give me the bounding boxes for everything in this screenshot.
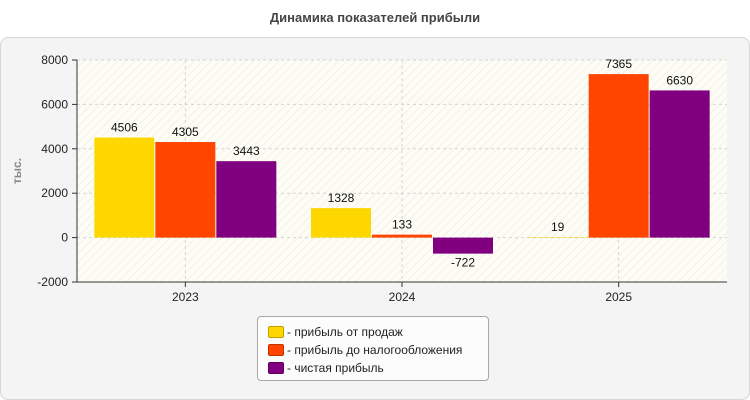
bar: [372, 234, 432, 238]
legend-swatch: [268, 344, 284, 356]
bar: [527, 237, 588, 238]
bar: [311, 208, 371, 238]
y-tick-label: -2000: [37, 275, 68, 289]
y-tick-label: 8000: [41, 53, 68, 67]
bar: [94, 137, 155, 238]
x-tick-label: 2025: [605, 290, 632, 304]
data-label: 3443: [233, 144, 260, 158]
x-tick-label: 2023: [172, 290, 199, 304]
data-label: -722: [451, 256, 475, 270]
data-label: 4506: [111, 121, 138, 135]
y-tick-label: 6000: [41, 97, 68, 111]
y-axis-label: тыс.: [10, 158, 24, 184]
legend-swatch: [268, 326, 284, 338]
data-label: 1328: [328, 191, 355, 205]
x-tick-label: 2024: [389, 290, 416, 304]
bar: [649, 90, 710, 238]
legend-label: - прибыль от продаж: [287, 325, 403, 339]
data-label: 4305: [172, 125, 199, 139]
chart-legend: - прибыль от продаж - прибыль до налогооб…: [257, 316, 489, 381]
legend-label: - прибыль до налогообложения: [287, 343, 463, 357]
y-tick-label: 4000: [41, 142, 68, 156]
legend-swatch: [268, 362, 284, 374]
data-label: 133: [392, 218, 412, 232]
bar: [216, 161, 277, 238]
data-label: 19: [551, 220, 565, 234]
legend-item: - прибыль до налогообложения: [268, 341, 478, 359]
data-label: 7365: [605, 57, 632, 71]
data-label: 6630: [666, 73, 693, 87]
legend-item: - чистая прибыль: [268, 359, 478, 377]
legend-label: - чистая прибыль: [287, 361, 384, 375]
y-tick-label: 2000: [41, 186, 68, 200]
legend-item: - прибыль от продаж: [268, 323, 478, 341]
bar: [155, 142, 216, 238]
bar: [588, 74, 649, 238]
y-tick-label: 0: [61, 231, 68, 245]
bar: [433, 237, 493, 254]
chart-title: Динамика показателей прибыли: [269, 10, 481, 25]
